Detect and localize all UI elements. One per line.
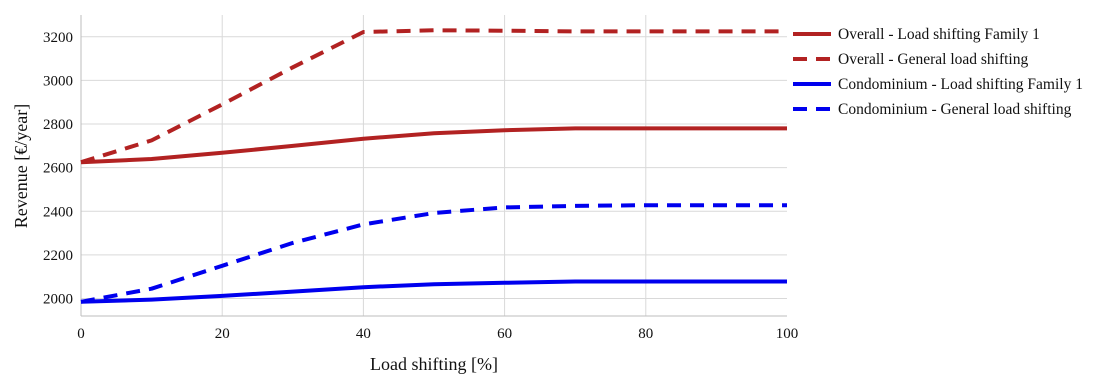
- series-line-4: [80, 203, 787, 304]
- series-lines: [80, 28, 787, 304]
- y-tick-label: 2000: [43, 292, 73, 308]
- legend-entry-label: Overall - Load shifting Family 1: [838, 26, 1040, 43]
- y-tick-label: 3200: [43, 30, 73, 46]
- series-line-1: [80, 126, 787, 165]
- series-line-2: [80, 28, 787, 165]
- x-tick-label: 0: [77, 326, 85, 342]
- x-tick-label: 100: [776, 326, 799, 342]
- x-axis-label: Load shifting [%]: [370, 354, 498, 374]
- series-line-3: [80, 279, 787, 304]
- x-tick-label: 60: [497, 326, 512, 342]
- y-axis-ticks: 2000 2200 2400 2600 2800 3000 3200: [43, 30, 73, 308]
- y-tick-label: 2400: [43, 204, 73, 220]
- legend-entry-label: Condominium - Load shifting Family 1: [838, 76, 1083, 93]
- legend: Overall - Load shifting Family 1 Overall …: [793, 26, 1083, 118]
- x-tick-label: 40: [356, 326, 371, 342]
- x-tick-label: 80: [638, 326, 653, 342]
- grid: [81, 15, 787, 316]
- y-tick-label: 2200: [43, 248, 73, 264]
- x-tick-label: 20: [215, 326, 230, 342]
- legend-entry-label: Overall - General load shifting: [838, 51, 1028, 68]
- y-tick-label: 3000: [43, 73, 73, 89]
- y-axis-label: Revenue [€/year]: [11, 104, 31, 228]
- y-tick-label: 2600: [43, 161, 73, 177]
- plot-frame: [80, 15, 787, 317]
- x-axis-ticks: 0 20 40 60 80 100: [77, 326, 798, 342]
- legend-entry-label: Condominium - General load shifting: [838, 101, 1072, 118]
- y-tick-label: 2800: [43, 117, 73, 133]
